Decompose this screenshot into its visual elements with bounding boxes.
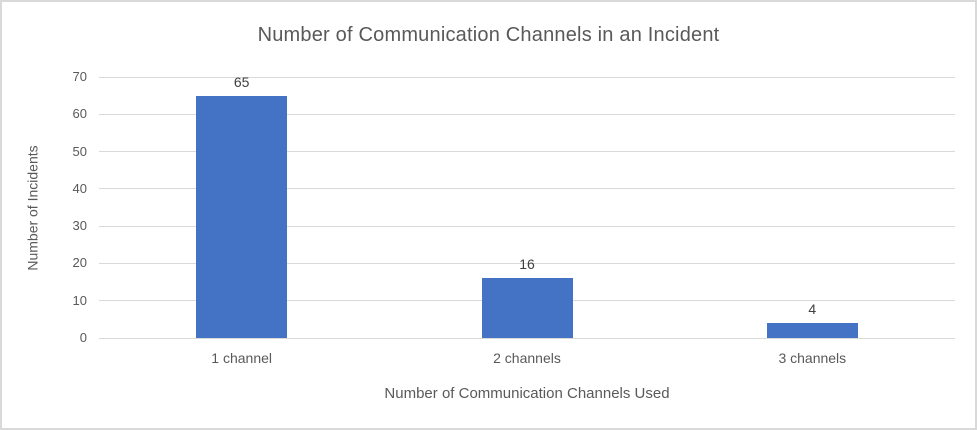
y-tick-label-10: 10 [72,292,87,308]
chart-title: Number of Communication Channels in an I… [257,24,720,46]
y-tick-label-20: 20 [72,255,87,271]
gridline-y-60 [99,113,955,115]
gridline-y-70 [99,76,955,78]
y-tick-label-40: 40 [72,180,87,196]
y-tick-label-0: 0 [79,330,87,345]
gridline-y-50 [99,151,955,153]
x-category-label-2-channels: 2 channels [493,350,561,366]
bar-3-channels [766,323,858,338]
x-category-label-3-channels: 3 channels [778,350,847,366]
gridline-y-40 [99,188,955,190]
bar-1-channel [196,95,288,338]
y-tick-label-50: 50 [72,143,87,159]
gridline-y-30 [99,225,955,227]
y-tick-label-60: 60 [72,106,87,122]
bar-value-label-3-channels: 4 [808,301,817,318]
y-tick-label-30: 30 [72,218,87,234]
plot-area: 65 16 4 [99,73,955,339]
bar-value-label-1-channel: 65 [233,73,250,90]
bar-2-channels [481,278,573,338]
gridline-y-20 [99,262,955,264]
x-axis-title: Number of Communication Channels Used [384,385,670,402]
y-tick-label-70: 70 [72,69,87,84]
x-category-label-1-channel: 1 channel [211,350,273,366]
bar-value-label-2-channels: 16 [519,256,535,273]
